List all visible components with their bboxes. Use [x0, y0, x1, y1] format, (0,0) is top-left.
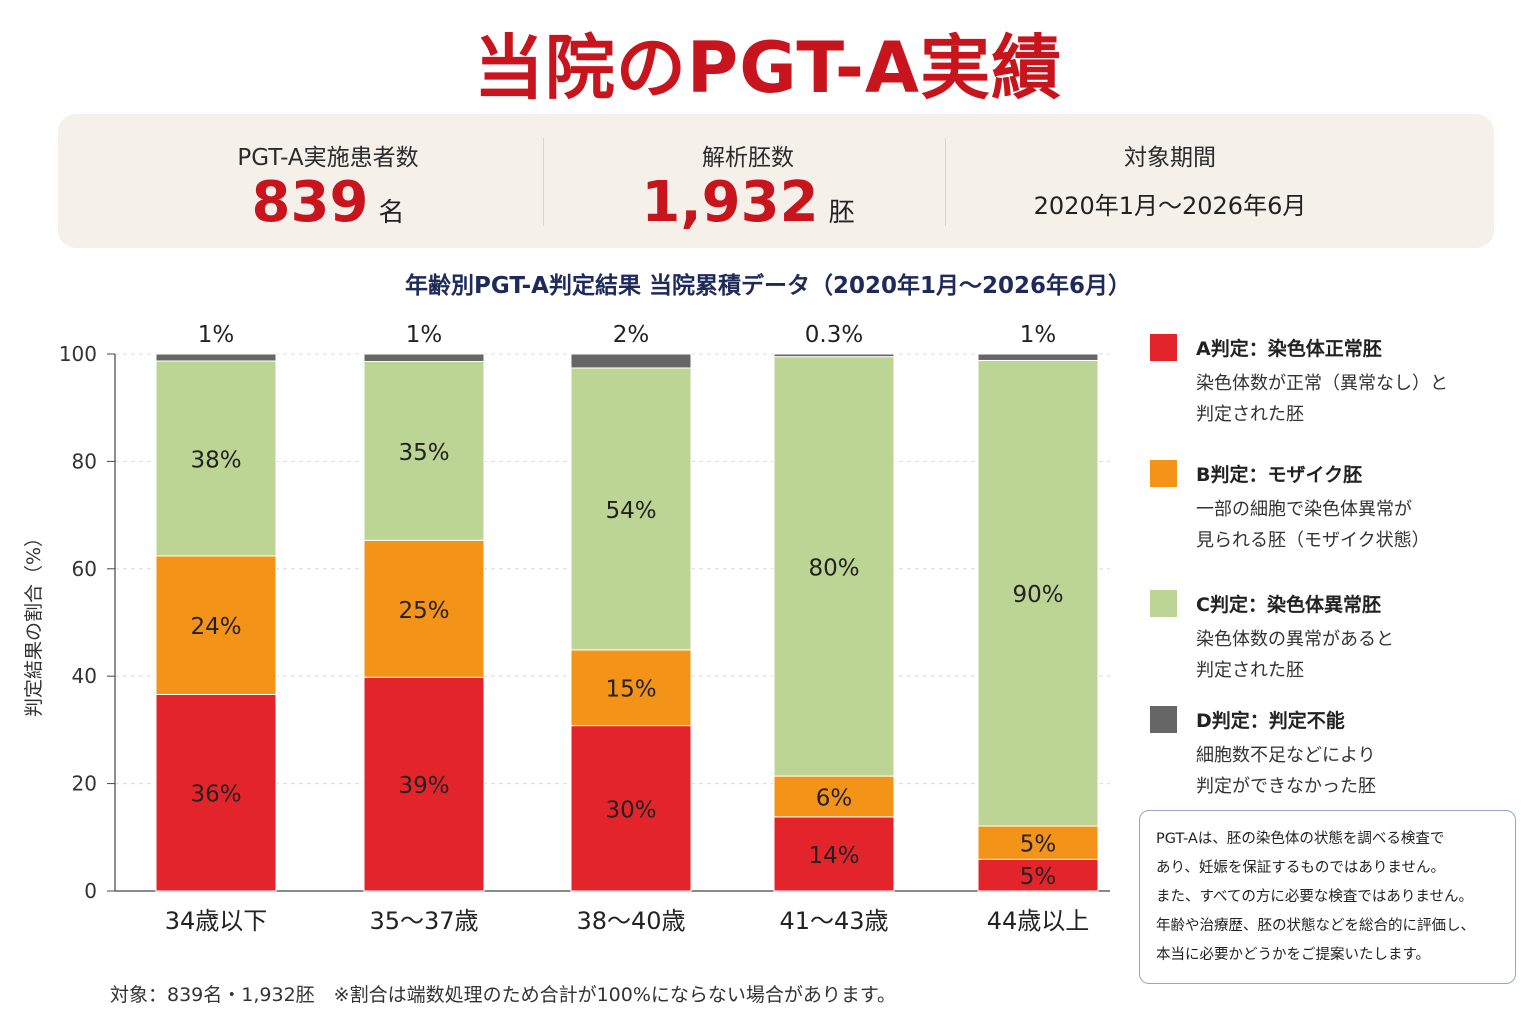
- stat-embryos-value: 1,932: [641, 170, 819, 235]
- legend-swatch: [1150, 706, 1177, 733]
- bar-segment-C: [363, 361, 485, 541]
- x-tick-label: 44歳以上: [987, 907, 1090, 935]
- y-tick-label: 20: [72, 772, 97, 796]
- note-line: また、すべての方に必要な検査ではありません。: [1156, 889, 1473, 905]
- legend-swatch: [1150, 590, 1177, 617]
- bar-segment-B: [570, 649, 692, 727]
- legend-description: 染色体数が正常（異常なし）と 判定された胚: [1196, 368, 1448, 430]
- bar-segment-C: [977, 359, 1099, 827]
- data-label-C: 35%: [398, 440, 449, 466]
- stat-embryos-label: 解析胚数: [702, 145, 794, 171]
- bar-segment-A: [363, 676, 485, 892]
- legend-title: A判定：染色体正常胚: [1196, 338, 1382, 360]
- stat-embryos-value-wrap: 1,932 胚: [548, 172, 948, 234]
- data-label-A: 5%: [1020, 864, 1057, 890]
- bar-segment-B: [773, 775, 895, 818]
- bar-segment-D: [155, 353, 277, 362]
- note-line: PGT-Aは、胚の染色体の状態を調べる検査で: [1156, 831, 1445, 847]
- stat-patients: PGT-A実施患者数 839 名: [118, 114, 538, 248]
- legend-description-line: 判定ができなかった胚: [1196, 776, 1376, 797]
- legend-description: 細胞数不足などにより 判定ができなかった胚: [1196, 740, 1376, 802]
- stat-divider: [543, 138, 544, 226]
- data-label-B: 25%: [398, 598, 449, 624]
- stat-period-value: 2020年1月～2026年6月: [1033, 192, 1307, 220]
- bar-segment-C: [773, 356, 895, 777]
- bar-segment-A: [977, 858, 1099, 892]
- data-label-B: 24%: [190, 614, 241, 640]
- bar-segment-D: [977, 353, 1099, 361]
- stat-embryos-unit: 胚: [828, 198, 855, 228]
- data-label-C: 38%: [190, 447, 241, 473]
- legend-description-line: 染色体数が正常（異常なし）と: [1196, 373, 1448, 394]
- legend-description: 一部の細胞で染色体異常が 見られる胚（モザイク状態）: [1196, 494, 1430, 556]
- data-label-D: 2%: [613, 322, 650, 348]
- y-axis-label: 判定結果の割合（%）: [23, 528, 45, 717]
- data-label-C: 54%: [605, 498, 656, 524]
- bar-segment-B: [155, 555, 277, 695]
- legend-title: C判定：染色体異常胚: [1196, 594, 1381, 616]
- note-box: PGT-Aは、胚の染色体の状態を調べる検査で あり、妊娠を保証するものではありませ…: [1139, 810, 1516, 984]
- stat-patients-value-wrap: 839 名: [118, 172, 538, 234]
- bar-segment-B: [363, 539, 485, 678]
- data-label-C: 80%: [808, 555, 859, 581]
- stat-embryos: 解析胚数 1,932 胚: [548, 114, 948, 248]
- data-label-A: 39%: [398, 773, 449, 799]
- legend-title: B判定：モザイク胚: [1196, 464, 1363, 486]
- footnote: 対象：839名・1,932胚 ※割合は端数処理のため合計が100%にならない場合…: [110, 984, 896, 1006]
- x-tick-label: 38～40歳: [576, 907, 685, 935]
- page-title: 当院のPGT-A実績: [473, 27, 1063, 109]
- stat-patients-value: 839: [251, 170, 369, 235]
- bar-segment-C: [155, 360, 277, 557]
- data-label-B: 6%: [816, 785, 853, 811]
- data-label-B: 15%: [605, 677, 656, 703]
- stacked-bar-chart: 0 20 40 60 80 100 判定結果の割合（%） 36% 24% 38% 1% 34歳以下 39…: [23, 322, 1110, 935]
- data-label-D: 1%: [406, 322, 443, 348]
- stat-patients-unit: 名: [378, 198, 405, 228]
- data-label-A: 36%: [190, 782, 241, 808]
- bar-segment-B: [977, 825, 1099, 860]
- legend-description-line: 一部の細胞で染色体異常が: [1196, 499, 1412, 520]
- note-line: 年齢や治療歴、胚の状態などを総合的に評価し、: [1156, 918, 1475, 934]
- y-tick-label: 0: [84, 879, 97, 903]
- stat-period: 対象期間 2020年1月～2026年6月: [950, 114, 1390, 248]
- bar-segment-D: [773, 353, 895, 358]
- note-line: あり、妊娠を保証するものではありません。: [1156, 860, 1445, 876]
- legend-description-line: 細胞数不足などにより: [1196, 745, 1376, 766]
- bar-segment-D: [570, 353, 692, 369]
- legend-swatch: [1150, 460, 1177, 487]
- bar-segment-C: [570, 367, 692, 651]
- stat-period-label: 対象期間: [1124, 145, 1216, 171]
- legend-swatch: [1150, 334, 1177, 361]
- y-tick-label: 60: [72, 557, 97, 581]
- legend-title: D判定：判定不能: [1196, 710, 1345, 732]
- legend-description-line: 判定された胚: [1196, 660, 1304, 681]
- chart-title: 年齢別PGT-A判定結果 当院累積データ（2020年1月～2026年6月）: [404, 273, 1132, 299]
- data-label-B: 5%: [1020, 832, 1057, 858]
- data-label-A: 30%: [605, 797, 656, 823]
- data-label-D: 1%: [198, 322, 235, 348]
- legend-description-line: 判定された胚: [1196, 404, 1304, 425]
- y-tick-label: 80: [72, 449, 97, 473]
- stat-divider: [945, 138, 946, 226]
- bar-segment-A: [155, 693, 277, 892]
- data-label-C: 90%: [1012, 582, 1063, 608]
- y-tick-label: 40: [72, 664, 97, 688]
- x-tick-label: 41～43歳: [779, 907, 888, 935]
- data-label-D: 0.3%: [805, 322, 863, 348]
- stats-panel: PGT-A実施患者数 839 名 解析胚数 1,932 胚 対象期間 2020年1月…: [58, 114, 1494, 248]
- bar-segment-A: [773, 816, 895, 892]
- legend-description-line: 見られる胚（モザイク状態）: [1196, 530, 1430, 551]
- x-tick-label: 35～37歳: [369, 907, 478, 935]
- y-tick-label: 100: [59, 342, 97, 366]
- data-label-D: 1%: [1020, 322, 1057, 348]
- stat-patients-label: PGT-A実施患者数: [237, 145, 419, 171]
- note-line: 本当に必要かどうかをご提案いたします。: [1156, 947, 1431, 963]
- legend-description-line: 染色体数の異常があると: [1196, 629, 1394, 650]
- legend-description: 染色体数の異常があると 判定された胚: [1196, 624, 1394, 686]
- x-tick-label: 34歳以下: [165, 907, 268, 935]
- bar-segment-D: [363, 353, 485, 363]
- bar-segment-A: [570, 725, 692, 892]
- data-label-A: 14%: [808, 843, 859, 869]
